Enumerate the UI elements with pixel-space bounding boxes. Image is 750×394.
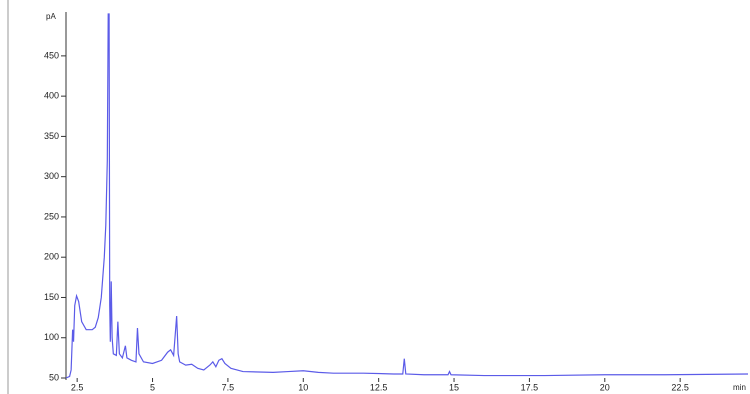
x-tick-label: 2.5 (71, 382, 84, 392)
x-tick-label: 22.5 (671, 382, 689, 392)
y-tick-label: 400 (44, 91, 59, 101)
y-tick-label: 250 (44, 211, 59, 221)
y-tick-label: 50 (49, 372, 59, 382)
x-tick-label: 10 (298, 382, 308, 392)
y-tick-label: 300 (44, 171, 59, 181)
x-tick-label: 7.5 (222, 382, 235, 392)
trace (65, 13, 749, 379)
x-tick-label: 12.5 (370, 382, 388, 392)
y-tick-label: 100 (44, 332, 59, 342)
x-tick-label: 15 (449, 382, 459, 392)
y-axis-label: pA (46, 12, 56, 21)
x-axis-label: min (733, 383, 746, 392)
y-tick-label: 150 (44, 292, 59, 302)
y-tick-label: 450 (44, 50, 59, 60)
y-tick-label: 350 (44, 131, 59, 141)
x-tick-label: 17.5 (521, 382, 539, 392)
x-tick-label: 5 (150, 382, 155, 392)
y-tick-label: 200 (44, 252, 59, 262)
x-tick-label: 20 (600, 382, 610, 392)
